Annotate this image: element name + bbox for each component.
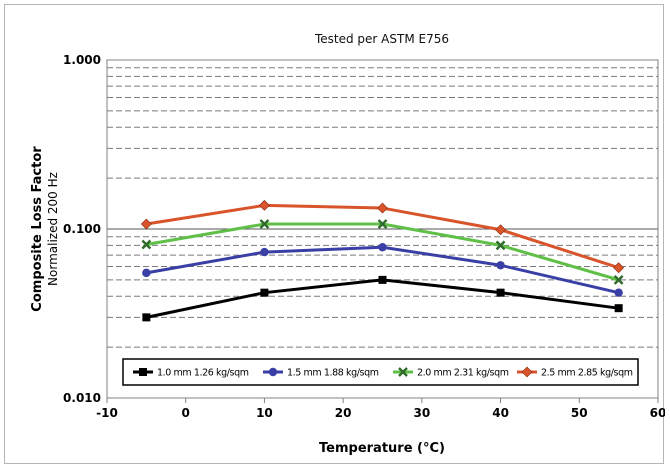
series-line	[146, 278, 619, 319]
marker-x-stroke	[495, 240, 506, 251]
marker-x	[495, 240, 506, 251]
chart-canvas: Tested per ASTM E756 0.010 0.100 1.000 -10…	[30, 32, 665, 456]
chart-title: Tested per ASTM E756	[314, 32, 449, 46]
x-tick-label: -10	[96, 406, 118, 420]
marker-x-stroke	[259, 219, 270, 229]
x-tick-label: 40	[492, 406, 509, 420]
marker-square	[378, 275, 387, 284]
y-tick-labels: 0.010 0.100 1.000	[63, 53, 101, 405]
marker-circle	[378, 243, 387, 252]
marker-circle	[142, 268, 151, 278]
marker-diamond	[613, 262, 625, 274]
legend-entry: 1.0 mm 1.26 kg/sqm	[133, 368, 249, 379]
x-tick-label: 50	[571, 406, 588, 420]
marker-square	[496, 288, 505, 297]
x-tick-labels: -10 0 10 20 30 40 50 60	[96, 398, 665, 420]
marker-x-stroke	[141, 239, 152, 250]
legend-entry: 1.5 mm 1.88 kg/sqm	[263, 368, 379, 379]
y-axis-sublabel: Normalized 200 Hz	[46, 172, 60, 286]
marker-diamond	[495, 224, 506, 236]
marker-square	[614, 304, 623, 313]
x-tick-label: 10	[256, 406, 273, 420]
y-tick-label: 1.000	[63, 53, 101, 67]
gridlines	[107, 59, 658, 399]
marker-diamond	[259, 199, 270, 211]
legend-label: 2.5 mm 2.85 kg/sqm	[541, 368, 633, 379]
marker-x-stroke	[398, 367, 408, 377]
series-group	[141, 219, 624, 285]
legend-entry: 2.5 mm 2.85 kg/sqm	[517, 366, 633, 379]
chart-frame: Tested per ASTM E756 0.010 0.100 1.000 -10…	[4, 4, 665, 464]
legend-label: 2.0 mm 2.31 kg/sqm	[417, 368, 509, 379]
marker-x-stroke	[613, 275, 624, 285]
marker-square	[260, 288, 269, 297]
series-group	[142, 243, 623, 297]
marker-circle	[496, 261, 505, 270]
y-tick-label: 0.010	[63, 391, 101, 405]
marker-x	[398, 367, 408, 377]
marker-diamond	[140, 218, 152, 230]
y-axis-label: Composite Loss Factor	[30, 146, 45, 312]
legend-entry: 2.0 mm 2.31 kg/sqm	[393, 367, 509, 379]
marker-x	[141, 239, 152, 250]
marker-circle	[268, 367, 278, 377]
x-tick-label: 0	[182, 406, 190, 420]
marker-circle	[614, 288, 623, 297]
series-line	[146, 222, 620, 282]
marker-circle	[260, 247, 269, 257]
marker-diamond	[521, 366, 533, 378]
series-line	[146, 245, 619, 295]
legend-label: 1.0 mm 1.26 kg/sqm	[157, 368, 249, 379]
marker-x-stroke	[377, 219, 388, 229]
legend-label: 1.5 mm 1.88 kg/sqm	[287, 368, 379, 379]
marker-diamond	[377, 202, 388, 214]
marker-x	[613, 275, 624, 285]
x-tick-label: 30	[414, 406, 431, 420]
plot-area-border	[106, 59, 659, 399]
x-tick-label: 60	[650, 406, 665, 420]
series-lines	[140, 199, 625, 322]
marker-square	[142, 313, 151, 322]
series-group	[142, 275, 623, 322]
legend-box	[122, 358, 639, 386]
legend: 1.0 mm 1.26 kg/sqm 1.5 mm 1.88 kg/sqm 2.0 …	[122, 358, 639, 386]
marker-square	[139, 368, 147, 376]
x-axis-label: Temperature (°C)	[319, 441, 445, 456]
series-group	[140, 199, 625, 274]
marker-x	[377, 219, 388, 229]
y-tick-label: 0.100	[63, 222, 101, 236]
marker-x	[259, 219, 270, 229]
x-tick-label: 20	[335, 406, 352, 420]
